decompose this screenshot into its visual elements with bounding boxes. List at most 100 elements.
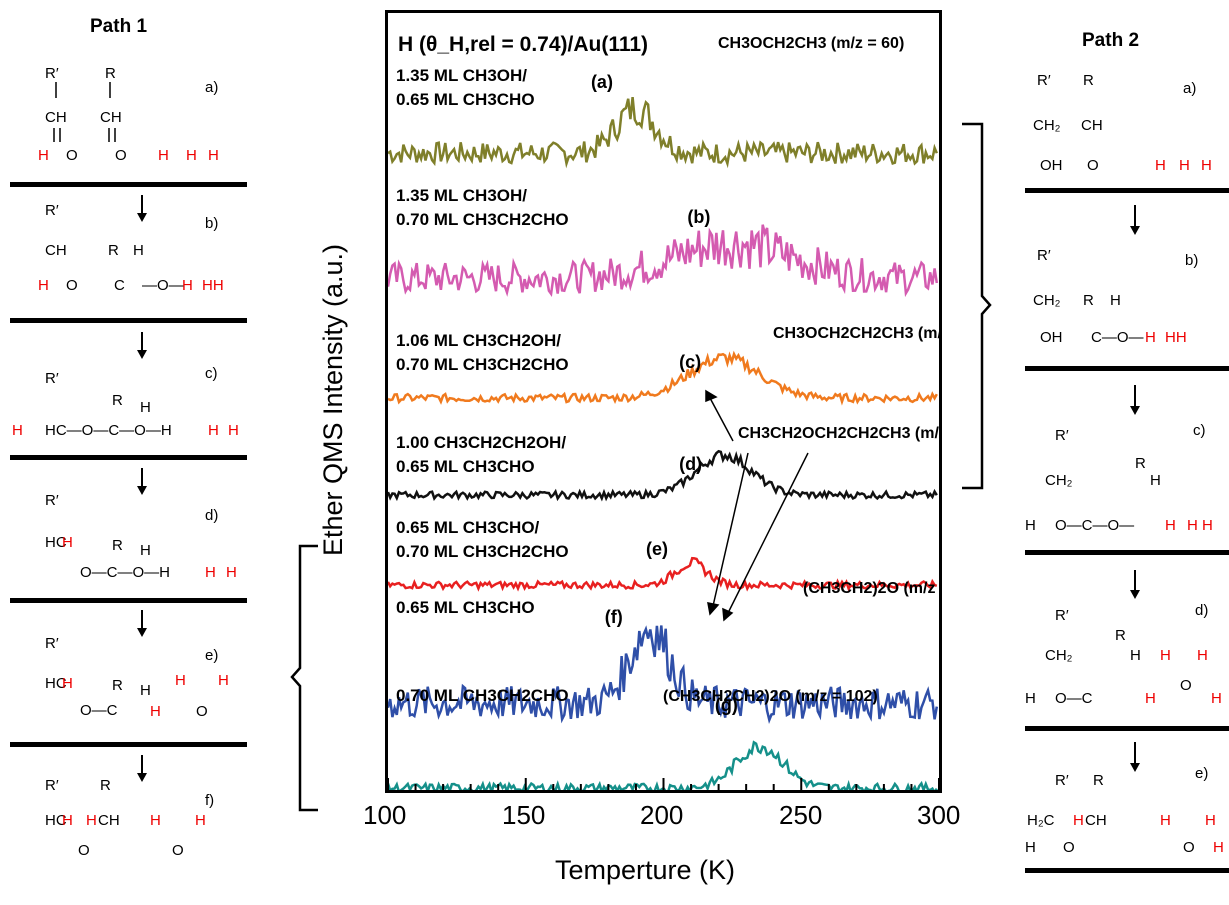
- series-name-a-1: 0.65 ML CH3CHO: [396, 90, 535, 109]
- svg-text:R: R: [1135, 455, 1146, 472]
- series-name-c-1: 0.70 ML CH3CH2CHO: [396, 355, 569, 374]
- svg-text:C: C: [114, 277, 125, 294]
- path2-step-b: b): [1185, 252, 1198, 269]
- path2-step-e: e): [1195, 765, 1208, 782]
- svg-text:R′: R′: [1037, 247, 1051, 264]
- series-tag-c: (c): [679, 352, 701, 372]
- svg-text:H: H: [1160, 647, 1171, 664]
- series-name-d-1: 0.65 ML CH3CHO: [396, 457, 535, 476]
- svg-text:H: H: [1213, 839, 1224, 856]
- path1-step-b: b): [205, 215, 218, 232]
- svg-text:OH: OH: [1040, 329, 1063, 346]
- svg-text:R′: R′: [45, 65, 59, 82]
- svg-text:H: H: [133, 242, 144, 259]
- svg-text:HC: HC: [45, 812, 67, 829]
- svg-text:H: H: [186, 147, 197, 164]
- svg-text:H: H: [38, 277, 49, 294]
- svg-text:O—C: O—C: [80, 702, 118, 719]
- path1-step-a: a): [205, 79, 218, 96]
- svg-text:H: H: [208, 147, 219, 164]
- svg-text:O: O: [1180, 677, 1192, 694]
- ether-label-c: CH3OCH2CH2CH3 (m/z = 74): [773, 325, 939, 342]
- path2-step-c: c): [1193, 422, 1206, 439]
- svg-text:CH: CH: [1081, 117, 1103, 134]
- svg-text:H: H: [12, 422, 23, 439]
- series-tag-e: (e): [646, 539, 668, 559]
- series-name-f-0: 0.65 ML CH3CHO: [396, 598, 535, 617]
- svg-text:H: H: [1073, 812, 1084, 829]
- svg-text:H: H: [182, 277, 193, 294]
- svg-text:R′: R′: [45, 492, 59, 509]
- svg-text:CH₂: CH₂: [1045, 647, 1073, 664]
- svg-text:H: H: [1197, 647, 1208, 664]
- svg-text:H: H: [1025, 690, 1036, 707]
- series-name-d-0: 1.00 CH3CH2CH2OH/: [396, 433, 566, 452]
- series-tag-b: (b): [687, 207, 710, 227]
- svg-text:R: R: [1083, 292, 1094, 309]
- svg-text:O: O: [1063, 839, 1075, 856]
- svg-text:H: H: [62, 675, 73, 692]
- svg-text:H: H: [62, 534, 73, 551]
- path2-step-d: d): [1195, 602, 1208, 619]
- svg-text:H: H: [140, 542, 151, 559]
- svg-text:CH: CH: [98, 812, 120, 829]
- svg-text:H: H: [218, 672, 229, 689]
- series-name-g-0: 0.70 ML CH3CH2CHO: [396, 686, 569, 705]
- svg-text:H: H: [1025, 517, 1036, 534]
- x-tick-100: 100: [363, 800, 407, 830]
- svg-text:H: H: [1165, 517, 1176, 534]
- svg-text:H: H: [1211, 690, 1222, 707]
- chart-right-bracket: [962, 122, 992, 490]
- ether-label-f: (CH3CH2)2O (m/z = 74): [803, 580, 939, 597]
- svg-text:O: O: [172, 842, 184, 855]
- svg-text:R′: R′: [1037, 72, 1051, 89]
- svg-text:HC: HC: [45, 675, 67, 692]
- svg-text:OH: OH: [1040, 157, 1063, 174]
- svg-text:H: H: [1205, 812, 1216, 829]
- svg-text:H: H: [1145, 329, 1156, 346]
- ether-label-d: CH3CH2OCH2CH2CH3 (m/z = 88): [738, 425, 939, 442]
- series-name-c-0: 1.06 ML CH3CH2OH/: [396, 331, 561, 350]
- svg-text:H: H: [175, 672, 186, 689]
- svg-text:HC: HC: [45, 534, 67, 551]
- svg-text:H H: H H: [1187, 517, 1213, 534]
- svg-text:O: O: [66, 277, 78, 294]
- svg-text:H: H: [1130, 647, 1141, 664]
- svg-text:CH: CH: [1085, 812, 1107, 829]
- svg-text:H: H: [195, 812, 206, 829]
- svg-text:R: R: [1093, 772, 1104, 789]
- path1-title: Path 1: [90, 16, 148, 37]
- x-axis-label: Temperture (K): [555, 855, 736, 885]
- svg-text:R′: R′: [45, 635, 59, 652]
- chart-frame: H (θ_H,rel = 0.74)/Au(111) 1.35 ML CH3OH…: [385, 10, 942, 793]
- svg-text:H₂C: H₂C: [1027, 812, 1055, 829]
- series-line-g: [388, 740, 938, 790]
- svg-text:O: O: [1087, 157, 1099, 174]
- path2-title: Path 2: [1082, 30, 1140, 51]
- svg-text:H: H: [140, 399, 151, 416]
- svg-text:—O—: —O—: [142, 277, 184, 294]
- svg-text:R′: R′: [1055, 607, 1069, 624]
- svg-text:C—O—: C—O—: [1091, 329, 1144, 346]
- svg-text:CH: CH: [45, 242, 67, 259]
- svg-text:CH: CH: [45, 109, 67, 126]
- x-tick-250: 250: [779, 800, 823, 830]
- svg-text:R′: R′: [45, 370, 59, 387]
- svg-text:H: H: [1179, 157, 1190, 174]
- svg-text:H: H: [150, 812, 161, 829]
- x-tick-300: 300: [917, 800, 961, 830]
- series-line-f: [388, 625, 939, 724]
- svg-text:H: H: [140, 682, 151, 699]
- svg-text:O: O: [196, 703, 208, 720]
- svg-text:R′: R′: [45, 202, 59, 219]
- svg-text:R: R: [112, 537, 123, 554]
- path1-step-f: f): [205, 792, 214, 809]
- series-name-a-0: 1.35 ML CH3OH/: [396, 66, 527, 85]
- series-name-b-0: 1.35 ML CH3OH/: [396, 186, 527, 205]
- svg-text:H: H: [86, 812, 97, 829]
- svg-text:CH: CH: [100, 109, 122, 126]
- series-name-e-1: 0.70 ML CH3CH2CHO: [396, 542, 569, 561]
- series-line-e: [388, 556, 938, 592]
